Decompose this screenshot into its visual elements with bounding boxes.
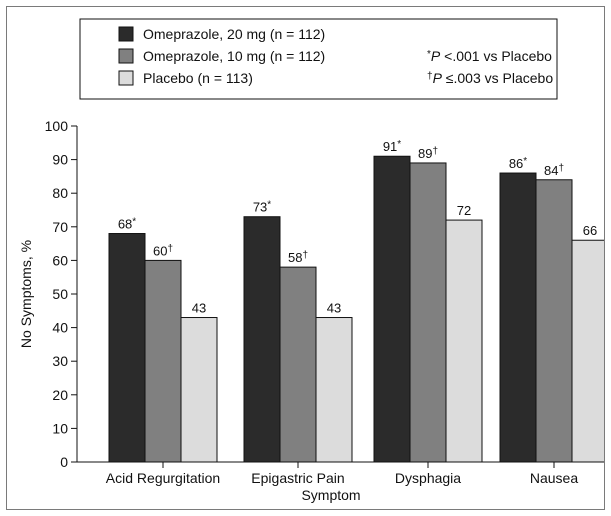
legend-label: Placebo (n = 113)	[143, 70, 253, 86]
legend-label: Omeprazole, 20 mg (n = 112)	[143, 26, 325, 42]
legend-swatch	[118, 26, 134, 42]
y-tick-label: 40	[52, 320, 68, 336]
x-tick-label: Acid Regurgitation	[106, 470, 220, 486]
y-tick-label: 10	[52, 420, 68, 436]
legend-footnote: *P <.001 vs Placebo	[427, 48, 552, 64]
y-tick-label: 60	[52, 252, 68, 268]
y-tick-label: 20	[52, 387, 68, 403]
bar	[144, 259, 182, 463]
bar-value-label: 89†	[418, 146, 438, 161]
legend-box	[79, 18, 558, 100]
y-tick-label: 70	[52, 219, 68, 235]
bar	[315, 317, 353, 463]
bar	[499, 172, 537, 463]
bar	[445, 219, 483, 463]
bar-value-label: 58†	[288, 250, 308, 265]
legend-label: Omeprazole, 10 mg (n = 112)	[143, 48, 325, 64]
bar-value-label: 66	[583, 223, 597, 238]
bar-value-label: 86*	[509, 156, 527, 171]
legend-swatch	[118, 48, 134, 64]
bar-value-label: 43	[192, 301, 206, 316]
y-tick-label: 80	[52, 185, 68, 201]
bar-chart: Omeprazole, 20 mg (n = 112) Omeprazole, 1…	[18, 18, 604, 503]
y-tick-label: 30	[52, 353, 68, 369]
bar	[409, 162, 447, 463]
bar	[108, 233, 146, 463]
bar	[180, 317, 218, 463]
bar	[373, 155, 411, 463]
x-tick-label: Epigastric Pain	[251, 470, 344, 486]
figure-frame: Omeprazole, 20 mg (n = 112) Omeprazole, 1…	[6, 6, 605, 510]
legend-swatch	[118, 70, 134, 86]
bar	[243, 216, 281, 463]
x-tick-label: Nausea	[530, 470, 578, 486]
y-axis-label: No Symptoms, %	[18, 240, 34, 348]
bar	[571, 239, 604, 463]
x-axis-label: Symptom	[301, 487, 360, 503]
legend-footnote: †P ≤.003 vs Placebo	[427, 70, 553, 86]
y-tick-label: 50	[52, 286, 68, 302]
y-tick-label: 90	[52, 152, 68, 168]
bar-value-label: 84†	[544, 163, 564, 178]
y-tick-label: 100	[45, 118, 69, 134]
bar	[535, 179, 573, 463]
bar-value-label: 60†	[153, 243, 173, 258]
bar	[279, 266, 317, 463]
legend: Omeprazole, 20 mg (n = 112) Omeprazole, 1…	[79, 18, 558, 100]
bar-value-label: 72	[457, 203, 471, 218]
bar-value-label: 73*	[253, 200, 271, 215]
y-tick-label: 0	[60, 454, 68, 470]
bar-value-label: 91*	[383, 139, 401, 154]
bar-value-label: 68*	[118, 217, 136, 232]
x-tick-label: Dysphagia	[395, 470, 461, 486]
bar-value-label: 43	[327, 301, 341, 316]
